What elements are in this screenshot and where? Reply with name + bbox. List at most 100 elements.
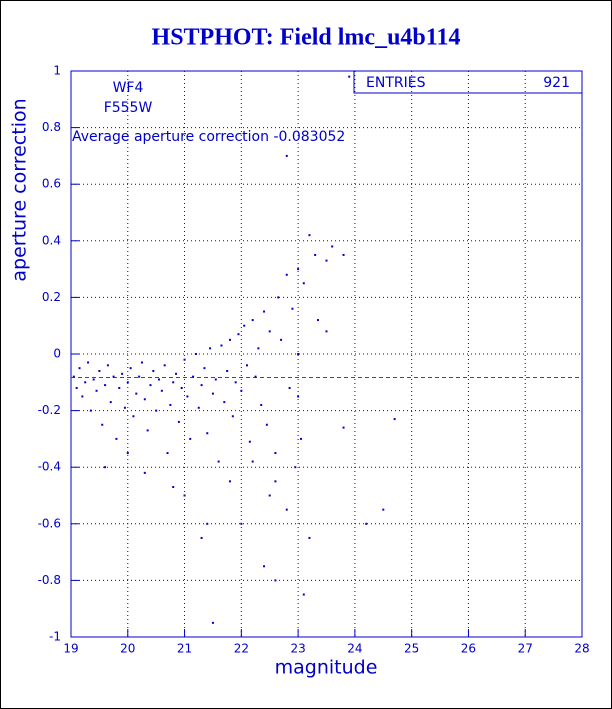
y-tick-label: -1 (49, 630, 61, 644)
y-tick-label: 0.8 (42, 120, 61, 134)
y-tick-label: 0.4 (42, 233, 61, 247)
point (92, 378, 95, 381)
point (299, 437, 302, 440)
point (149, 384, 152, 387)
point (177, 420, 180, 423)
point (302, 593, 305, 596)
y-axis-label: aperture correction (9, 98, 31, 281)
point (294, 466, 297, 469)
point (121, 372, 124, 375)
point (226, 369, 229, 372)
point (211, 621, 214, 624)
point (257, 347, 260, 350)
point (297, 353, 300, 355)
point (203, 367, 206, 370)
point (243, 324, 246, 327)
point (197, 406, 200, 409)
point (180, 386, 183, 389)
point (211, 392, 214, 395)
y-tick-label: -0.4 (38, 460, 61, 474)
point (175, 372, 178, 375)
point (183, 494, 186, 497)
point (325, 259, 328, 262)
chart-title: HSTPHOT: Field lmc_u4b114 (152, 25, 461, 51)
point (140, 361, 143, 364)
point (89, 409, 92, 412)
point (78, 367, 81, 370)
point (240, 389, 243, 392)
point (104, 384, 107, 387)
point (342, 426, 345, 429)
x-tick-label: 19 (63, 642, 78, 656)
point (217, 460, 220, 463)
average-label-text: Average aperture correction (72, 129, 269, 145)
point (263, 310, 266, 313)
point (152, 369, 155, 372)
point (126, 452, 129, 455)
point (285, 154, 288, 157)
x-tick-label: 23 (290, 642, 305, 656)
point (200, 384, 203, 387)
point (231, 415, 234, 418)
point (172, 381, 175, 384)
point (138, 375, 141, 378)
point (115, 437, 118, 440)
point (280, 338, 283, 341)
point (228, 338, 231, 341)
point (194, 353, 197, 355)
point (382, 508, 385, 511)
point (87, 361, 90, 364)
point (101, 423, 104, 426)
point (186, 395, 189, 398)
point (98, 369, 101, 372)
point (214, 378, 217, 381)
average-value: -0.083052 (273, 129, 345, 145)
point (325, 330, 328, 333)
point (189, 437, 192, 440)
point (393, 418, 396, 421)
point (260, 403, 263, 406)
point (268, 330, 271, 333)
point (135, 392, 138, 395)
x-tick-label: 25 (404, 642, 419, 656)
point (104, 466, 107, 469)
point (246, 364, 249, 367)
point (106, 364, 109, 367)
point (342, 253, 345, 256)
point (237, 333, 240, 336)
y-tick-label: 1 (53, 64, 61, 78)
point (308, 234, 311, 237)
point (331, 245, 334, 248)
point (163, 364, 166, 367)
point (109, 401, 112, 404)
point (297, 395, 300, 398)
point (129, 367, 132, 370)
point (123, 406, 126, 409)
point (158, 378, 161, 381)
point (254, 375, 257, 378)
point (274, 579, 277, 582)
point (206, 522, 209, 525)
point (112, 375, 115, 378)
point (118, 386, 121, 389)
x-tick-label: 21 (177, 642, 192, 656)
point (143, 471, 146, 474)
x-tick-label: 27 (518, 642, 533, 656)
x-tick-label: 26 (461, 642, 476, 656)
point (72, 375, 75, 378)
point (160, 389, 163, 392)
point (316, 319, 319, 322)
point (81, 395, 84, 398)
y-tick-label: -0.2 (38, 403, 61, 417)
point (302, 282, 305, 285)
y-tick-label: -0.8 (38, 573, 61, 587)
x-axis-label: magnitude (275, 657, 378, 679)
point (251, 460, 254, 463)
stats-value: 921 (543, 75, 570, 91)
point (308, 536, 311, 539)
average-label: Average aperture correction -0.083052 (72, 129, 345, 145)
point (146, 429, 149, 432)
